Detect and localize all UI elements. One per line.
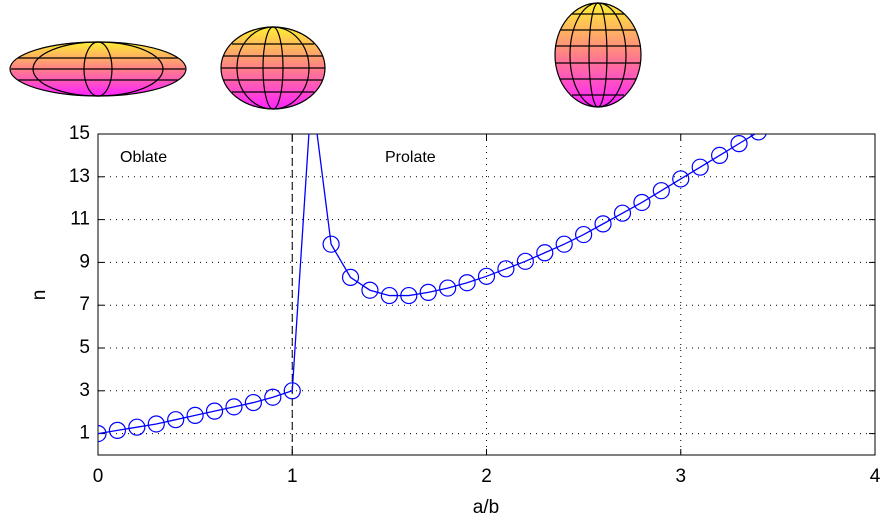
y-tick-label: 5 xyxy=(79,337,90,358)
data-marker xyxy=(497,260,515,278)
data-marker xyxy=(205,402,224,420)
data-marker xyxy=(283,382,301,400)
data-marker xyxy=(710,146,729,164)
data-marker xyxy=(730,135,748,153)
x-tick-label: 1 xyxy=(287,466,298,487)
data-marker xyxy=(555,235,573,253)
data-marker xyxy=(98,425,107,443)
data-marker xyxy=(400,286,418,305)
data-marker xyxy=(322,235,340,253)
data-marker xyxy=(633,193,651,212)
data-marker xyxy=(652,182,670,200)
y-tick-label: 1 xyxy=(79,423,90,444)
data-marker xyxy=(594,215,612,233)
y-tick-label: 9 xyxy=(79,251,90,272)
data-marker xyxy=(477,267,496,285)
data-marker xyxy=(128,418,146,436)
data-marker xyxy=(244,393,262,412)
annotation: Prolate xyxy=(385,149,436,166)
data-marker xyxy=(439,279,457,297)
data-marker xyxy=(108,421,127,439)
y-axis-label: n xyxy=(29,290,50,301)
data-marker xyxy=(691,158,709,176)
data-marker xyxy=(167,411,185,429)
x-tick-label: 4 xyxy=(870,466,881,487)
oblate-spheroid-icon xyxy=(9,41,187,97)
data-marker xyxy=(516,252,534,270)
data-marker xyxy=(380,286,398,305)
data-marker xyxy=(361,281,379,299)
data-marker xyxy=(186,406,204,425)
data-marker xyxy=(536,244,554,262)
prolate-spheroid-icon xyxy=(554,2,642,108)
plot-area xyxy=(98,134,767,443)
data-marker xyxy=(672,170,690,188)
x-tick-label: 2 xyxy=(481,466,492,487)
data-marker xyxy=(341,268,360,286)
data-marker xyxy=(419,283,437,301)
y-tick-label: 7 xyxy=(79,294,90,315)
annotation: Oblate xyxy=(120,149,167,166)
data-marker xyxy=(575,225,593,244)
y-tick-label: 3 xyxy=(79,380,90,401)
x-axis-label: a/b xyxy=(473,497,499,518)
data-marker xyxy=(750,134,767,141)
spheroid-icon xyxy=(220,26,326,110)
data-marker xyxy=(225,398,243,416)
data-marker xyxy=(147,415,165,433)
data-marker xyxy=(458,274,476,292)
data-marker xyxy=(613,204,632,222)
data-marker xyxy=(264,388,282,406)
y-tick-label: 15 xyxy=(69,123,90,144)
y-tick-label: 11 xyxy=(70,209,90,230)
x-tick-label: 3 xyxy=(675,466,686,487)
x-tick-label: 0 xyxy=(93,466,104,487)
y-tick-label: 13 xyxy=(69,166,90,187)
